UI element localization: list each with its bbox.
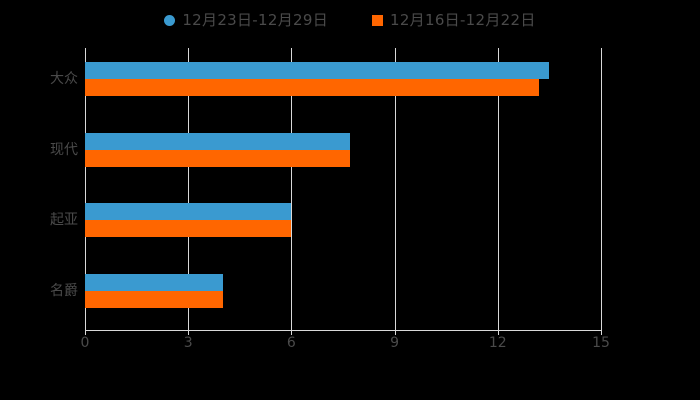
- x-tick-label-12: 12: [488, 335, 507, 351]
- bar-现代-series-2[interactable]: [85, 149, 350, 167]
- category-label-起亚: 起亚: [50, 212, 78, 229]
- tick-mark-9: [394, 330, 396, 335]
- category-label-名爵: 名爵: [50, 282, 78, 299]
- gridline-x-15: [601, 48, 602, 330]
- bar-名爵-series-1[interactable]: [85, 273, 223, 291]
- x-tick-label-9: 9: [390, 335, 400, 351]
- tick-mark-15: [601, 330, 602, 335]
- tick-mark-0: [85, 330, 86, 335]
- tick-mark-12: [497, 330, 499, 335]
- x-tick-label-3: 3: [183, 335, 193, 351]
- legend-item-series-1[interactable]: 12月23日-12月29日: [164, 10, 328, 29]
- chart-legend: 12月23日-12月29日 12月16日-12月22日: [0, 8, 700, 32]
- gridline-x-6: [291, 48, 293, 330]
- gridline-x-9: [394, 48, 396, 330]
- bar-名爵-series-2[interactable]: [85, 290, 223, 308]
- bar-大众-series-1[interactable]: [85, 62, 550, 80]
- bar-现代-series-1[interactable]: [85, 132, 350, 150]
- bar-大众-series-2[interactable]: [85, 79, 540, 97]
- x-tick-label-0: 0: [80, 335, 90, 351]
- gridline-x-0: [85, 48, 86, 330]
- bar-起亚-series-2[interactable]: [85, 220, 292, 238]
- gridline-x-12: [497, 48, 499, 330]
- tick-mark-6: [291, 330, 293, 335]
- x-tick-label-15: 15: [592, 335, 610, 351]
- tick-mark-3: [188, 330, 190, 335]
- gridline-x-3: [188, 48, 190, 330]
- legend-label-series-2: 12月16日-12月22日: [390, 10, 536, 29]
- x-axis-line: [85, 330, 602, 331]
- category-label-现代: 现代: [50, 141, 78, 158]
- legend-item-series-2[interactable]: 12月16日-12月22日: [372, 10, 536, 29]
- plot-area: [85, 48, 601, 330]
- legend-circle-marker-icon: [164, 14, 176, 26]
- x-tick-label-6: 6: [286, 335, 296, 351]
- category-label-大众: 大众: [50, 71, 78, 88]
- legend-square-marker-icon: [372, 14, 383, 26]
- legend-label-series-1: 12月23日-12月29日: [182, 10, 328, 29]
- bar-起亚-series-1[interactable]: [85, 203, 292, 221]
